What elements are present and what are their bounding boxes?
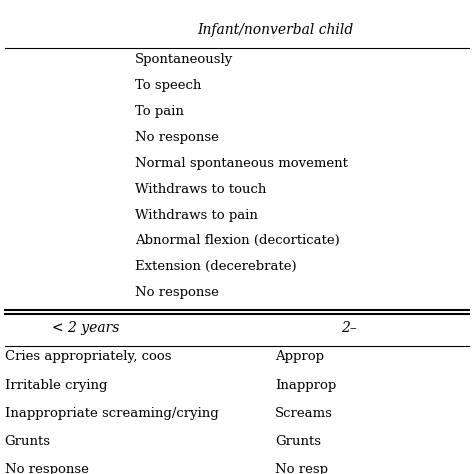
Text: Infant/nonverbal child: Infant/nonverbal child — [197, 23, 353, 36]
Text: Normal spontaneous movement: Normal spontaneous movement — [135, 157, 348, 170]
Text: No response: No response — [135, 286, 219, 299]
Text: To speech: To speech — [135, 79, 201, 92]
Text: Screams: Screams — [275, 407, 333, 419]
Text: Approp: Approp — [275, 350, 324, 364]
Text: < 2 years: < 2 years — [52, 320, 119, 335]
Text: Withdraws to touch: Withdraws to touch — [135, 182, 266, 196]
Text: Cries appropriately, coos: Cries appropriately, coos — [5, 350, 171, 364]
Text: Irritable crying: Irritable crying — [5, 379, 107, 392]
Text: To pain: To pain — [135, 105, 184, 118]
Text: No resp: No resp — [275, 463, 328, 474]
Text: Inappropriate screaming/crying: Inappropriate screaming/crying — [5, 407, 219, 419]
Text: 2–: 2– — [341, 320, 357, 335]
Text: Inapprop: Inapprop — [275, 379, 336, 392]
Text: Extension (decerebrate): Extension (decerebrate) — [135, 260, 297, 273]
Text: Grunts: Grunts — [275, 435, 321, 448]
Text: Spontaneously: Spontaneously — [135, 54, 233, 66]
Text: No response: No response — [135, 131, 219, 144]
Text: Grunts: Grunts — [5, 435, 51, 448]
Text: Withdraws to pain: Withdraws to pain — [135, 209, 258, 221]
Text: Abnormal flexion (decorticate): Abnormal flexion (decorticate) — [135, 234, 340, 247]
Text: No response: No response — [5, 463, 89, 474]
